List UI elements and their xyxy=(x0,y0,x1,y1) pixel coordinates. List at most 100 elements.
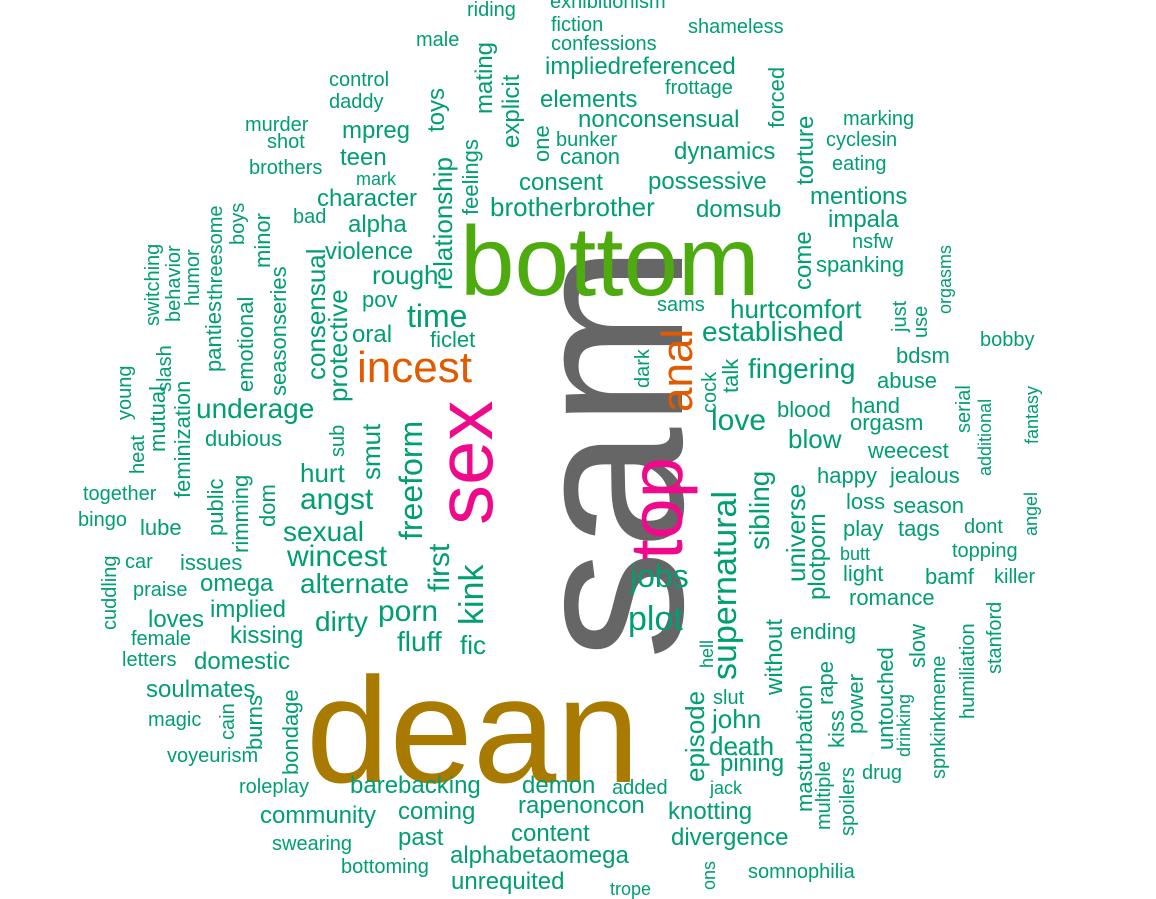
cloud-word-jobs: jobs xyxy=(630,558,689,594)
cloud-word-additional: additional xyxy=(975,398,995,476)
cloud-word-cain: cain xyxy=(217,703,239,740)
cloud-word-sibling: sibling xyxy=(744,470,775,550)
cloud-word-spoilers: spoilers xyxy=(837,767,859,836)
cloud-word-trope: trope xyxy=(610,879,652,899)
cloud-word-impala: impala xyxy=(828,206,899,233)
cloud-word-kink: kink xyxy=(453,564,491,625)
cloud-word-jack: jack xyxy=(710,778,743,798)
cloud-word-car: car xyxy=(125,551,153,573)
cloud-word-fingering: fingering xyxy=(748,353,856,384)
cloud-word-orgasm: orgasm xyxy=(850,410,924,435)
cloud-word-coming: coming xyxy=(398,798,476,825)
cloud-word-bunker: bunker xyxy=(556,129,618,151)
cloud-word-death: death xyxy=(709,731,775,761)
cloud-word-ending: ending xyxy=(790,619,857,644)
cloud-word-forced: forced xyxy=(764,66,789,128)
cloud-word-dark: dark xyxy=(632,349,654,388)
cloud-word-bingo: bingo xyxy=(78,509,127,531)
cloud-word-butt: butt xyxy=(840,544,871,564)
cloud-word-angel: angel xyxy=(1021,491,1041,536)
cloud-word-heat: heat xyxy=(127,435,149,474)
cloud-word-female: female xyxy=(131,628,192,650)
cloud-word-mutual: mutual xyxy=(145,385,170,452)
cloud-word-consent: consent xyxy=(519,169,604,196)
cloud-word-play: play xyxy=(843,516,884,541)
cloud-word-mpreg: mpreg xyxy=(342,117,411,144)
cloud-word-sub: sub xyxy=(327,424,349,457)
cloud-word-toys: toys xyxy=(423,87,450,132)
cloud-word-together: together xyxy=(83,483,157,505)
cloud-word-hurt: hurt xyxy=(300,458,345,488)
cloud-word-elements: elements xyxy=(540,86,638,113)
cloud-word-kissing: kissing xyxy=(230,622,304,649)
cloud-word-rimming: rimming xyxy=(228,474,253,553)
cloud-word-dont: dont xyxy=(964,516,1003,538)
cloud-word-male: male xyxy=(416,29,460,51)
cloud-word-power: power xyxy=(843,674,868,734)
cloud-word-plotporn: plotporn xyxy=(804,513,831,600)
cloud-word-bottom: bottom xyxy=(460,206,760,316)
cloud-word-seasonseries: seasonseries xyxy=(266,266,291,396)
cloud-word-divergence: divergence xyxy=(671,824,789,851)
cloud-word-eating: eating xyxy=(832,153,887,175)
cloud-word-panties: panties xyxy=(201,301,226,372)
cloud-word-freeform: freeform xyxy=(393,420,429,540)
cloud-word-soulmates: soulmates xyxy=(146,676,256,703)
cloud-word-drug: drug xyxy=(862,762,903,784)
cloud-word-unrequited: unrequited xyxy=(451,868,565,895)
cloud-word-sexual: sexual xyxy=(283,516,364,547)
cloud-word-omega: omega xyxy=(200,570,274,597)
cloud-word-time: time xyxy=(407,298,468,334)
cloud-word-humor: humor xyxy=(182,249,204,306)
cloud-word-hurtcomfort: hurtcomfort xyxy=(730,294,862,324)
cloud-word-sams: sams xyxy=(657,294,705,316)
cloud-word-riding: riding xyxy=(467,0,516,21)
cloud-word-public: public xyxy=(203,478,228,536)
cloud-word-talk: talk xyxy=(718,358,743,393)
cloud-word-tags: tags xyxy=(898,516,940,541)
cloud-word-top: top xyxy=(615,457,698,560)
cloud-word-emotional: emotional xyxy=(233,296,258,392)
cloud-word-boys: boys xyxy=(227,202,249,245)
cloud-word-humiliation: humiliation xyxy=(957,623,979,719)
cloud-word-dirty: dirty xyxy=(315,606,368,637)
cloud-word-drinking: drinking xyxy=(894,693,914,757)
cloud-word-dynamics: dynamics xyxy=(674,138,776,165)
cloud-word-abuse: abuse xyxy=(877,368,937,393)
cloud-word-somnophilia: somnophilia xyxy=(748,861,855,883)
cloud-word-letters: letters xyxy=(122,649,177,671)
cloud-word-spanking: spanking xyxy=(816,252,905,277)
cloud-word-romance: romance xyxy=(849,585,935,610)
cloud-word-shot: shot xyxy=(267,131,305,153)
cloud-word-rapenoncon: rapenoncon xyxy=(518,792,645,819)
cloud-word-season: season xyxy=(893,493,964,518)
cloud-word-bobby: bobby xyxy=(980,329,1035,351)
cloud-word-relationship: relationship xyxy=(428,157,458,290)
cloud-word-jealous: jealous xyxy=(890,463,960,488)
cloud-word-torture: torture xyxy=(792,115,819,185)
cloud-word-alphabetaomega: alphabetaomega xyxy=(450,842,629,869)
cloud-word-happy: happy xyxy=(817,463,877,488)
cloud-word-control: control xyxy=(329,69,390,91)
cloud-word-one: one xyxy=(529,125,554,162)
cloud-word-serial: serial xyxy=(953,385,975,433)
cloud-word-brothers: brothers xyxy=(249,157,323,179)
cloud-word-cyclesin: cyclesin xyxy=(826,129,898,151)
cloud-word-bdsm: bdsm xyxy=(896,343,950,368)
cloud-word-plot: plot xyxy=(628,600,683,638)
cloud-word-hell: hell xyxy=(697,639,717,668)
cloud-word-dean: dean xyxy=(306,646,640,814)
cloud-word-young: young xyxy=(114,365,136,421)
cloud-word-cock: cock xyxy=(699,371,721,413)
cloud-word-fic: fic xyxy=(460,630,486,660)
cloud-word-underage: underage xyxy=(196,393,315,424)
cloud-word-rough: rough xyxy=(372,260,439,290)
cloud-word-multiple: multiple xyxy=(813,761,835,830)
cloud-word-angst: angst xyxy=(300,483,374,516)
cloud-word-domestic: domestic xyxy=(194,648,291,675)
cloud-word-swearing: swearing xyxy=(272,833,353,855)
cloud-word-implied: implied xyxy=(210,596,287,623)
cloud-word-demon: demon xyxy=(522,772,596,799)
cloud-word-blow: blow xyxy=(788,424,842,454)
